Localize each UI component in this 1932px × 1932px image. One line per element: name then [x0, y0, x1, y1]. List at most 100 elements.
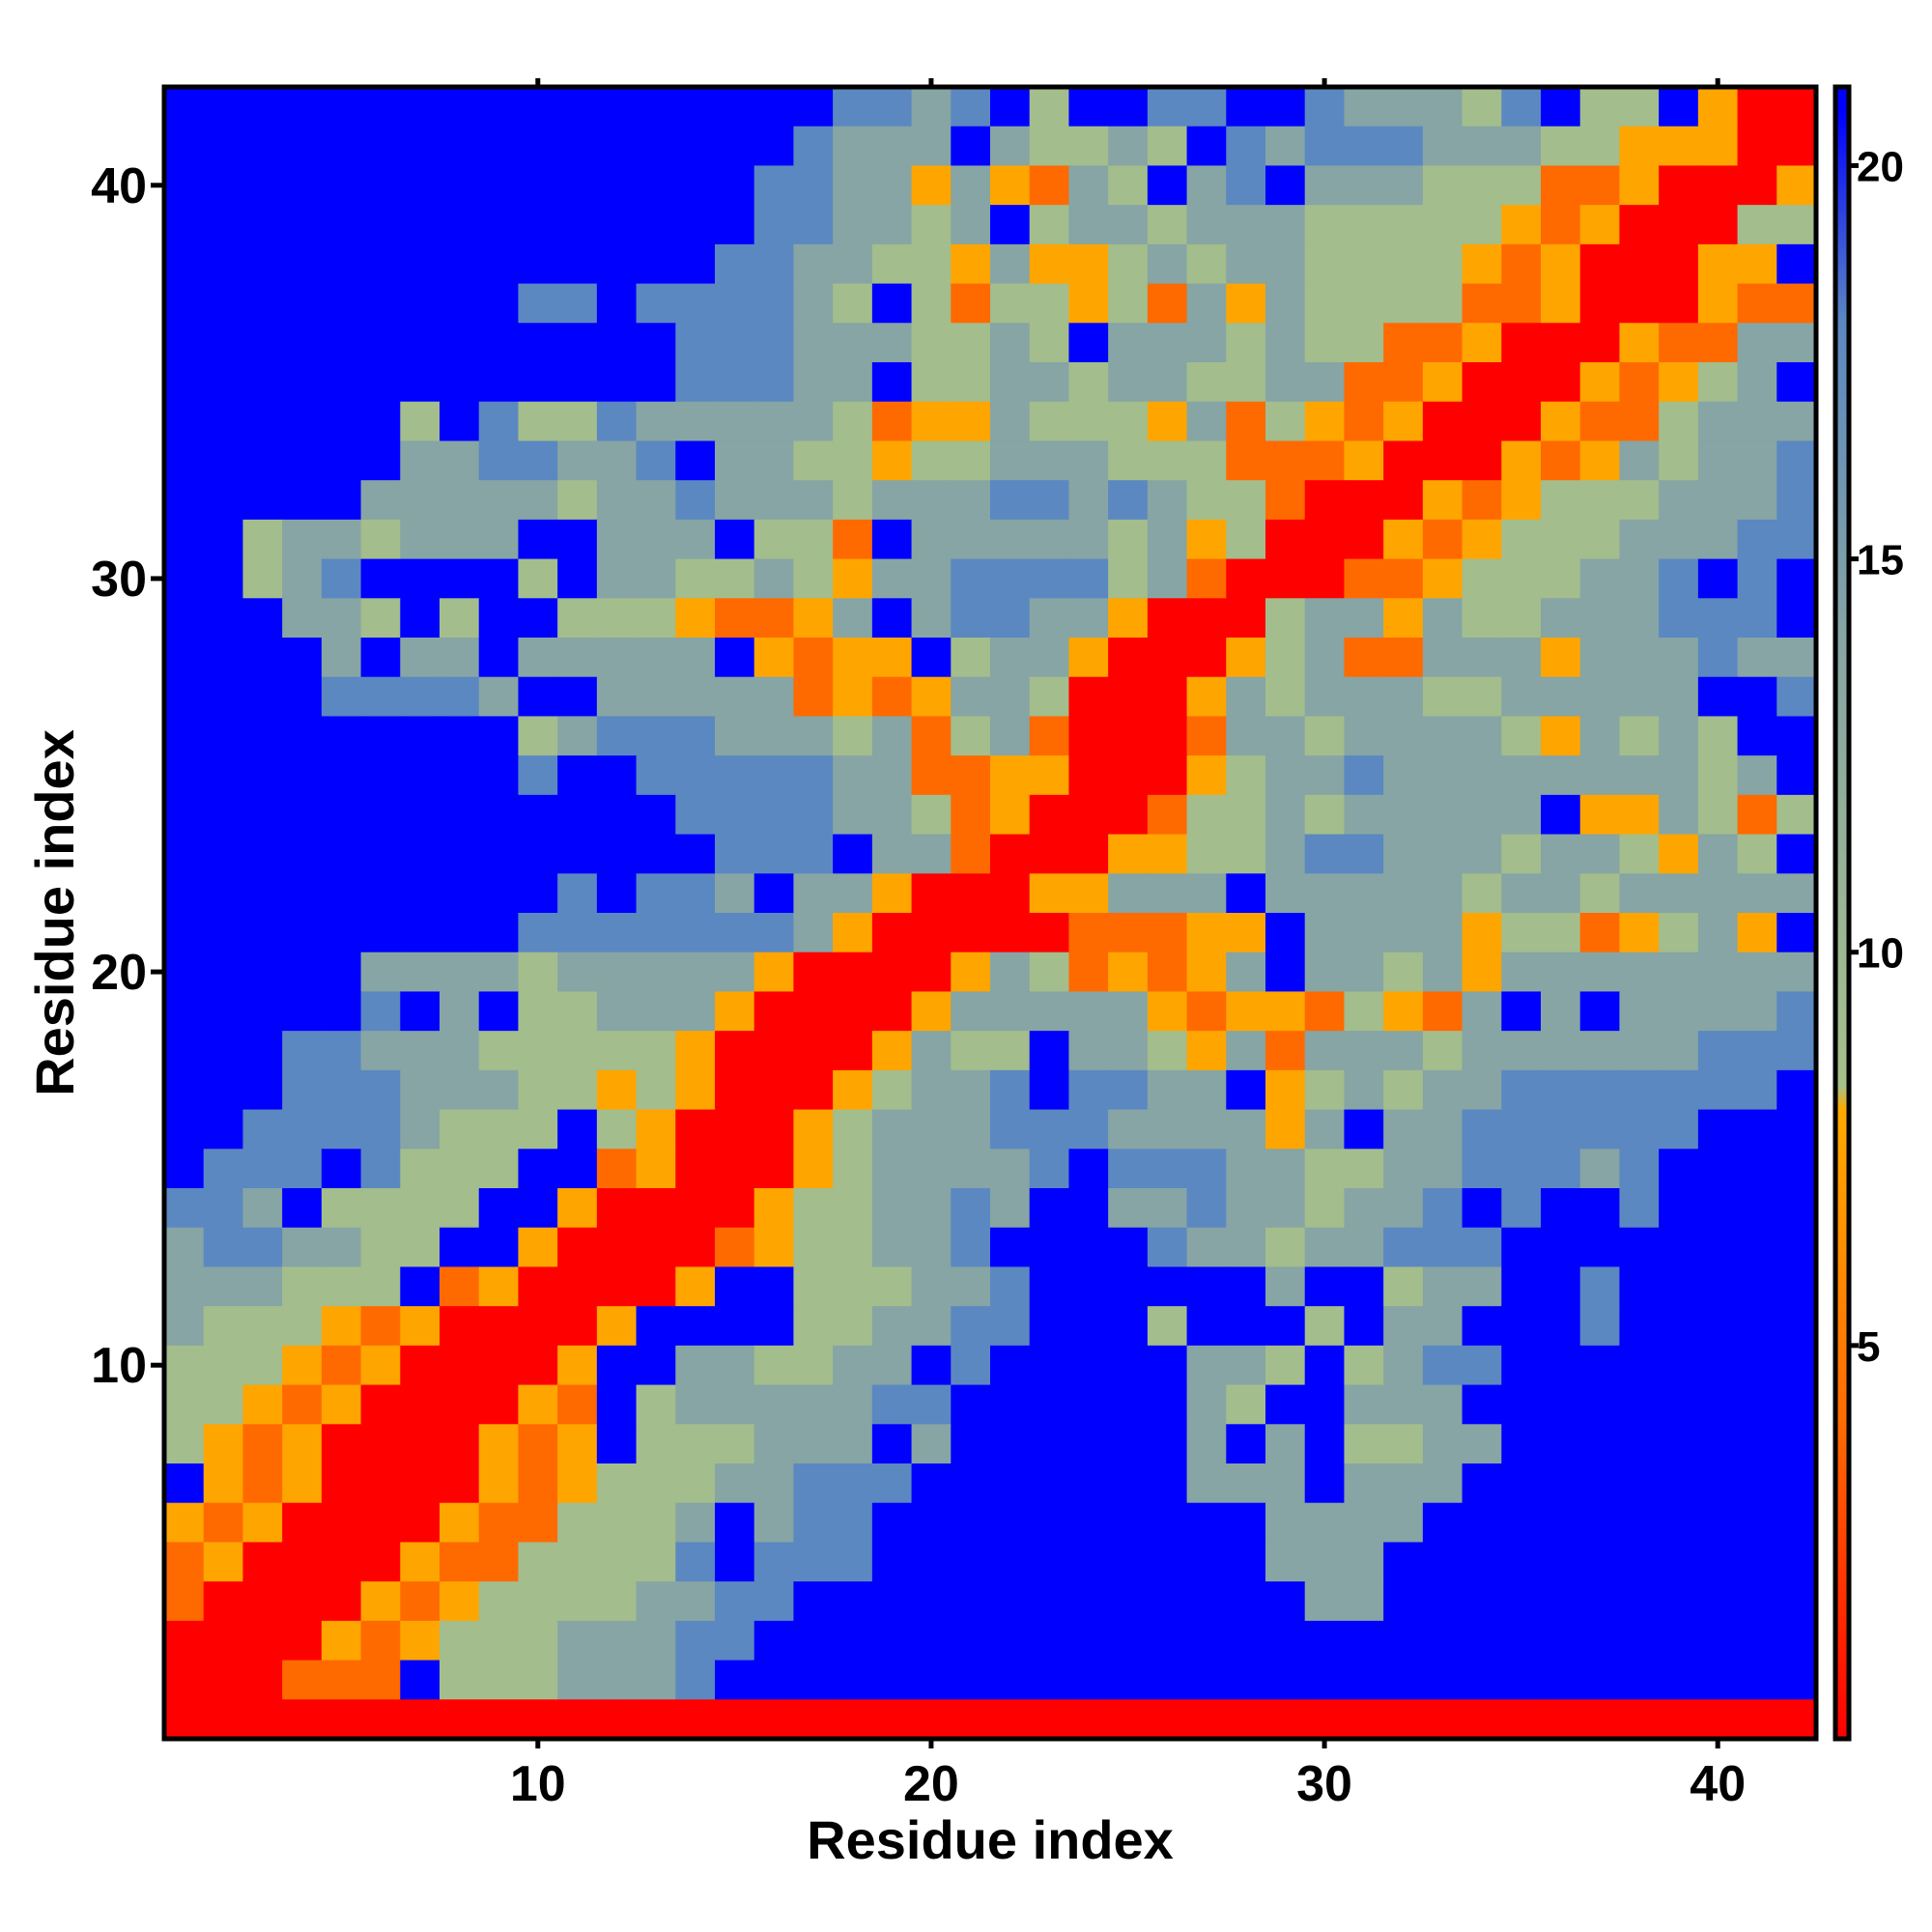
- heatmap-cell: [1501, 991, 1542, 1032]
- heatmap-cell: [1541, 952, 1581, 993]
- heatmap-cell: [1029, 1188, 1070, 1229]
- heatmap-cell: [990, 1581, 1031, 1622]
- heatmap-cell: [478, 440, 520, 481]
- heatmap-cell: [1029, 440, 1070, 481]
- heatmap-cell: [518, 716, 558, 756]
- heatmap-cell: [164, 716, 205, 756]
- heatmap-cell: [1737, 440, 1777, 481]
- heatmap-cell: [871, 834, 913, 874]
- heatmap-cell: [1304, 834, 1346, 874]
- heatmap-cell: [1344, 1620, 1384, 1662]
- heatmap-cell: [321, 991, 362, 1032]
- heatmap-cell: [1147, 794, 1188, 836]
- heatmap-cell: [242, 1502, 283, 1544]
- heatmap-cell: [675, 834, 716, 874]
- heatmap-cell: [1776, 794, 1817, 836]
- heatmap-cell: [1776, 991, 1817, 1032]
- heatmap-cell: [164, 480, 205, 521]
- heatmap-cell: [1697, 323, 1739, 363]
- heatmap-cell: [833, 126, 873, 167]
- heatmap-cell: [478, 362, 520, 403]
- heatmap-cell: [242, 205, 283, 245]
- heatmap-cell: [557, 1306, 598, 1347]
- heatmap-cell: [1265, 323, 1306, 363]
- heatmap-cell: [360, 401, 401, 442]
- heatmap-cell: [1265, 165, 1306, 206]
- heatmap-cell: [400, 1345, 440, 1386]
- heatmap-cell: [1697, 1660, 1739, 1700]
- heatmap-cell: [360, 1188, 401, 1229]
- heatmap-cell: [557, 1109, 598, 1150]
- heatmap-cell: [1776, 1502, 1817, 1544]
- heatmap-cell: [1541, 1699, 1581, 1740]
- heatmap-cell: [990, 165, 1031, 206]
- heatmap-cell: [636, 87, 676, 128]
- heatmap-cell: [636, 1384, 676, 1425]
- heatmap-cell: [242, 952, 283, 993]
- heatmap-cell: [518, 1463, 558, 1504]
- heatmap-cell: [1462, 676, 1502, 718]
- heatmap-cell: [1659, 165, 1699, 206]
- heatmap-cell: [242, 87, 283, 128]
- heatmap-cell: [1422, 1384, 1463, 1425]
- heatmap-cell: [1147, 126, 1188, 167]
- x-axis-title: Residue index: [807, 1809, 1174, 1870]
- heatmap-cell: [321, 1345, 362, 1386]
- heatmap-cell: [1501, 323, 1542, 363]
- heatmap-cell: [321, 794, 362, 836]
- heatmap-cell: [321, 1660, 362, 1700]
- heatmap-cell: [1659, 794, 1699, 836]
- heatmap-cell: [1344, 873, 1384, 914]
- heatmap-cell: [164, 952, 205, 993]
- heatmap-cell: [1776, 638, 1817, 678]
- heatmap-cell: [833, 323, 873, 363]
- heatmap-cell: [400, 1266, 440, 1307]
- heatmap-cell: [1147, 1188, 1188, 1229]
- heatmap-cell: [518, 283, 558, 324]
- heatmap-cell: [1068, 480, 1109, 521]
- heatmap-cell: [1383, 165, 1424, 206]
- heatmap-cell: [400, 1227, 440, 1268]
- heatmap-cell: [400, 873, 440, 914]
- heatmap-cell: [1541, 126, 1581, 167]
- heatmap-cell: [282, 834, 323, 874]
- heatmap-cell: [478, 480, 520, 521]
- heatmap-cell: [242, 638, 283, 678]
- heatmap-cell: [715, 1620, 755, 1662]
- heatmap-cell: [1383, 1306, 1424, 1347]
- heatmap-cell: [911, 952, 952, 993]
- heatmap-cell: [675, 1188, 716, 1229]
- heatmap-cell: [675, 913, 716, 953]
- heatmap-cell: [1029, 126, 1070, 167]
- heatmap-cell: [1147, 87, 1188, 128]
- heatmap-cell: [715, 716, 755, 756]
- heatmap-cell: [242, 913, 283, 953]
- heatmap-cell: [753, 1306, 795, 1347]
- y-tick-label: 20: [91, 945, 147, 1001]
- heatmap-cell: [911, 1227, 952, 1268]
- heatmap-cell: [321, 362, 362, 403]
- heatmap-cell: [518, 1581, 558, 1622]
- heatmap-cell: [911, 1345, 952, 1386]
- heatmap-cell: [793, 1345, 834, 1386]
- heatmap-cell: [1108, 1069, 1149, 1111]
- heatmap-cell: [1108, 480, 1149, 521]
- heatmap-cell: [242, 1424, 283, 1464]
- heatmap-cell: [440, 1306, 480, 1347]
- heatmap-cell: [793, 1542, 834, 1582]
- heatmap-cell: [1186, 1463, 1227, 1504]
- heatmap-cell: [164, 676, 205, 718]
- heatmap-cell: [203, 401, 244, 442]
- heatmap-cell: [1541, 362, 1581, 403]
- heatmap-cell: [675, 1581, 716, 1622]
- heatmap-cell: [1422, 87, 1463, 128]
- heatmap-cell: [1501, 1542, 1542, 1582]
- heatmap-cell: [1068, 323, 1109, 363]
- heatmap-cell: [321, 1149, 362, 1189]
- heatmap-cell: [1541, 1188, 1581, 1229]
- heatmap-cell: [911, 1699, 952, 1740]
- heatmap-cell: [1541, 1620, 1581, 1662]
- heatmap-cell: [1776, 362, 1817, 403]
- heatmap-cell: [360, 834, 401, 874]
- heatmap-cell: [1304, 480, 1346, 521]
